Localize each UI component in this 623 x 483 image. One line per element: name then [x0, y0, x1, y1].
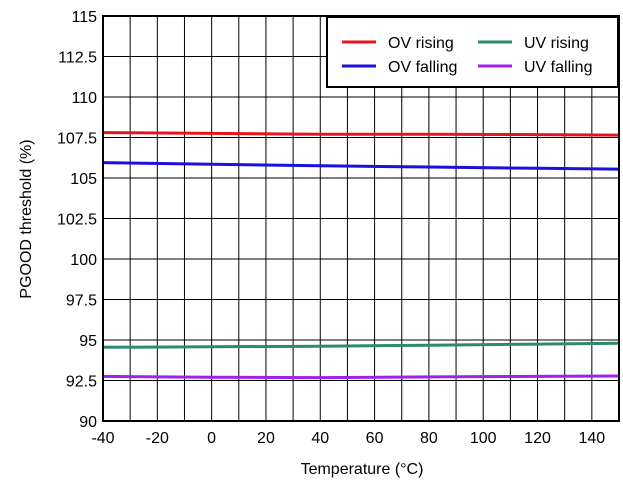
- x-axis-label: Temperature (°C): [301, 461, 424, 478]
- x-tick-label: 140: [578, 430, 605, 447]
- y-tick-label: 90: [79, 414, 97, 431]
- x-tick-label: 40: [311, 430, 329, 447]
- y-tick-label: 95: [79, 333, 97, 350]
- legend-label-uv-falling: UV falling: [524, 59, 592, 76]
- y-tick-label: 112.5: [58, 50, 97, 67]
- x-tick-label: 20: [257, 430, 275, 447]
- x-tick-labels: -40 -20 0 20 40 60 80 100 120 140: [91, 430, 605, 447]
- y-tick-label: 110: [71, 90, 97, 107]
- x-tick-label: 0: [207, 430, 216, 447]
- x-tick-label: -40: [91, 430, 114, 447]
- legend: OV rising UV rising OV falling UV falling: [326, 16, 619, 88]
- x-tick-label: -20: [146, 430, 169, 447]
- legend-box: [326, 16, 619, 88]
- y-tick-label: 105: [70, 171, 97, 188]
- series-line-ov-rising: [102, 131, 620, 137]
- y-tick-label: 92.5: [66, 374, 97, 391]
- y-tick-labels: 90 92.5 95 97.5 100 102.5 105 107.5 110 112.5 115: [57, 9, 97, 431]
- y-tick-label: 100: [70, 252, 97, 269]
- y-tick-label: 115: [71, 9, 97, 26]
- legend-label-ov-falling: OV falling: [388, 59, 457, 76]
- y-tick-label: 102.5: [57, 212, 97, 229]
- y-tick-label: 107.5: [57, 131, 97, 148]
- x-tick-label: 120: [524, 430, 551, 447]
- x-tick-label: 100: [470, 430, 497, 447]
- series-line-ov-falling: [102, 161, 620, 171]
- series-lines: [102, 131, 620, 380]
- series-line-uv-falling: [102, 374, 620, 380]
- y-axis-label: PGOOD threshold (%): [18, 139, 35, 298]
- legend-label-ov-rising: OV rising: [388, 35, 454, 52]
- series-line-uv-rising: [102, 341, 620, 349]
- x-tick-label: 80: [420, 430, 438, 447]
- legend-label-uv-rising: UV rising: [524, 35, 589, 52]
- x-tick-label: 60: [366, 430, 384, 447]
- y-tick-label: 97.5: [66, 293, 97, 310]
